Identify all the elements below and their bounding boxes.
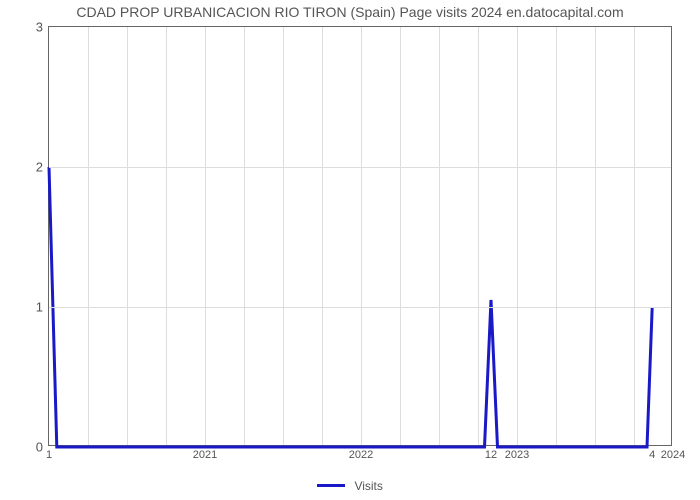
- grid-line-v: [322, 27, 323, 445]
- x-tick-label: 12: [485, 449, 497, 461]
- grid-line-v: [361, 27, 362, 445]
- chart-root: CDAD PROP URBANICACION RIO TIRON (Spain)…: [0, 0, 700, 500]
- x-tick-label: 1: [46, 449, 52, 461]
- x-tick-label: 4: [649, 449, 655, 461]
- grid-line-v: [439, 27, 440, 445]
- x-tick-label: 2024: [661, 449, 685, 461]
- grid-line-v: [244, 27, 245, 445]
- legend-label: Visits: [354, 479, 382, 493]
- x-tick-label: 2022: [349, 449, 373, 461]
- plot-area: 012312021202212202320244: [48, 26, 672, 446]
- legend: Visits: [0, 478, 700, 493]
- grid-line-v: [166, 27, 167, 445]
- grid-line-h: [49, 167, 671, 168]
- x-tick-label: 2023: [505, 449, 529, 461]
- y-tick-label: 1: [36, 300, 43, 315]
- grid-line-v: [517, 27, 518, 445]
- grid-line-v: [634, 27, 635, 445]
- grid-line-v: [556, 27, 557, 445]
- x-tick-label: 2021: [193, 449, 217, 461]
- grid-line-v: [283, 27, 284, 445]
- grid-line-v: [127, 27, 128, 445]
- grid-line-v: [478, 27, 479, 445]
- grid-line-h: [49, 307, 671, 308]
- grid-line-v: [595, 27, 596, 445]
- grid-line-v: [400, 27, 401, 445]
- grid-line-v: [205, 27, 206, 445]
- grid-line-v: [88, 27, 89, 445]
- y-tick-label: 2: [36, 160, 43, 175]
- legend-swatch: [317, 484, 345, 487]
- chart-title: CDAD PROP URBANICACION RIO TIRON (Spain)…: [0, 4, 700, 20]
- y-tick-label: 0: [36, 440, 43, 455]
- y-tick-label: 3: [36, 20, 43, 35]
